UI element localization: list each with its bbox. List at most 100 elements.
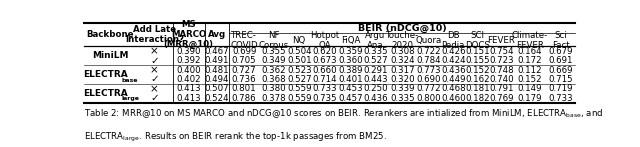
Text: ✓: ✓ <box>150 93 159 103</box>
Text: 0.559: 0.559 <box>287 94 312 103</box>
Text: 0.151: 0.151 <box>465 47 490 56</box>
Text: ×: × <box>150 84 159 94</box>
Text: 0.380: 0.380 <box>261 84 286 93</box>
Text: 0.691: 0.691 <box>548 56 573 65</box>
Text: MS
MARCO
(MRR@10): MS MARCO (MRR@10) <box>164 20 214 49</box>
Text: 0.705: 0.705 <box>232 56 257 65</box>
Text: large: large <box>122 96 140 101</box>
Text: DB
Pedia: DB Pedia <box>442 31 465 50</box>
Text: 0.491: 0.491 <box>205 56 229 65</box>
Text: 0.413: 0.413 <box>176 94 201 103</box>
Text: 0.791: 0.791 <box>489 84 513 93</box>
Text: NQ: NQ <box>292 36 306 45</box>
Text: MiniLM: MiniLM <box>92 51 129 60</box>
Text: 0.773: 0.773 <box>417 66 442 75</box>
Text: 0.699: 0.699 <box>232 47 257 56</box>
Text: 0.504: 0.504 <box>287 47 312 56</box>
Text: Climate-
FEVER: Climate- FEVER <box>512 31 548 50</box>
Text: ✓: ✓ <box>150 75 159 85</box>
Text: 0.152: 0.152 <box>465 66 490 75</box>
Text: 0.733: 0.733 <box>312 84 337 93</box>
Text: 0.424: 0.424 <box>441 56 465 65</box>
Text: BEIR (nDCG@10): BEIR (nDCG@10) <box>358 23 446 32</box>
Text: Table 2: MRR@10 on MS MARCO and nDCG@10 scores on BEIR. Rerankers are intialized: Table 2: MRR@10 on MS MARCO and nDCG@10 … <box>84 108 604 120</box>
Text: 0.690: 0.690 <box>417 75 442 84</box>
Text: 0.181: 0.181 <box>465 84 490 93</box>
Text: Backbone: Backbone <box>86 30 134 39</box>
Text: 0.436: 0.436 <box>363 94 388 103</box>
Text: 0.250: 0.250 <box>363 84 388 93</box>
Text: 0.735: 0.735 <box>312 94 337 103</box>
Text: 0.392: 0.392 <box>176 56 201 65</box>
Text: 0.733: 0.733 <box>548 94 573 103</box>
Text: Avg: Avg <box>208 30 226 39</box>
Text: 0.308: 0.308 <box>390 47 415 56</box>
Text: ×: × <box>150 65 159 75</box>
Text: 0.449: 0.449 <box>441 75 465 84</box>
Text: FEVER: FEVER <box>488 36 515 45</box>
Text: 0.801: 0.801 <box>232 84 257 93</box>
Text: 0.669: 0.669 <box>548 66 573 75</box>
Text: 0.355: 0.355 <box>261 47 286 56</box>
Text: FiQA: FiQA <box>341 36 361 45</box>
Text: 0.457: 0.457 <box>339 94 364 103</box>
Text: 0.673: 0.673 <box>312 56 337 65</box>
Text: 0.620: 0.620 <box>312 47 337 56</box>
Text: 0.714: 0.714 <box>312 75 337 84</box>
Text: 0.390: 0.390 <box>176 47 201 56</box>
Text: ELECTRA$_{\mathregular{large}}$. Results on BEIR rerank the top-1k passages from: ELECTRA$_{\mathregular{large}}$. Results… <box>84 131 387 145</box>
Text: 0.172: 0.172 <box>518 56 542 65</box>
Text: 0.722: 0.722 <box>417 47 442 56</box>
Text: 0.769: 0.769 <box>489 94 513 103</box>
Text: 0.413: 0.413 <box>176 84 201 93</box>
Text: 0.339: 0.339 <box>390 84 415 93</box>
Text: 0.164: 0.164 <box>518 47 542 56</box>
Text: SCI
DOCS: SCI DOCS <box>465 31 490 50</box>
Text: 0.317: 0.317 <box>390 66 415 75</box>
Text: 0.784: 0.784 <box>417 56 442 65</box>
Text: 0.481: 0.481 <box>204 66 229 75</box>
Text: 0.402: 0.402 <box>176 75 201 84</box>
Text: Add Late
Interaction?: Add Late Interaction? <box>125 25 184 44</box>
Text: 0.501: 0.501 <box>287 56 312 65</box>
Text: 0.149: 0.149 <box>518 84 542 93</box>
Text: TREC-
COVID: TREC- COVID <box>230 31 258 50</box>
Text: 0.527: 0.527 <box>363 56 388 65</box>
Text: Touche-
2020: Touche- 2020 <box>386 31 419 50</box>
Text: ELECTRA: ELECTRA <box>83 89 128 98</box>
Text: 0.389: 0.389 <box>339 66 364 75</box>
Text: 0.494: 0.494 <box>205 75 229 84</box>
Text: 0.401: 0.401 <box>339 75 364 84</box>
Text: 0.772: 0.772 <box>417 84 442 93</box>
Text: 0.559: 0.559 <box>287 84 312 93</box>
Text: 0.468: 0.468 <box>441 84 465 93</box>
Text: 0.162: 0.162 <box>465 75 490 84</box>
Text: 0.736: 0.736 <box>232 75 257 84</box>
Text: 0.727: 0.727 <box>232 66 257 75</box>
Text: 0.715: 0.715 <box>548 75 573 84</box>
Text: 0.324: 0.324 <box>390 56 415 65</box>
Text: 0.155: 0.155 <box>465 56 490 65</box>
Text: 0.679: 0.679 <box>548 47 573 56</box>
Text: 0.359: 0.359 <box>339 47 364 56</box>
Text: NF
Corpus: NF Corpus <box>259 31 289 50</box>
Text: Argu
Ana: Argu Ana <box>365 31 385 50</box>
Text: 0.467: 0.467 <box>204 47 229 56</box>
Text: 0.182: 0.182 <box>465 94 490 103</box>
Text: 0.800: 0.800 <box>417 94 442 103</box>
Text: 0.112: 0.112 <box>518 66 542 75</box>
Text: 0.740: 0.740 <box>489 75 514 84</box>
Text: 0.723: 0.723 <box>489 56 514 65</box>
Text: 0.524: 0.524 <box>204 94 229 103</box>
Text: 0.335: 0.335 <box>363 47 388 56</box>
Text: 0.179: 0.179 <box>518 94 542 103</box>
Text: ELECTRA: ELECTRA <box>83 70 128 79</box>
Text: Sci
Fact: Sci Fact <box>552 31 570 50</box>
Text: 0.523: 0.523 <box>287 66 312 75</box>
Text: 0.368: 0.368 <box>261 75 286 84</box>
Text: 0.754: 0.754 <box>489 47 514 56</box>
Text: Hotpot
QA: Hotpot QA <box>310 31 339 50</box>
Text: 0.362: 0.362 <box>261 66 286 75</box>
Text: ×: × <box>150 46 159 56</box>
Text: 0.507: 0.507 <box>204 84 229 93</box>
